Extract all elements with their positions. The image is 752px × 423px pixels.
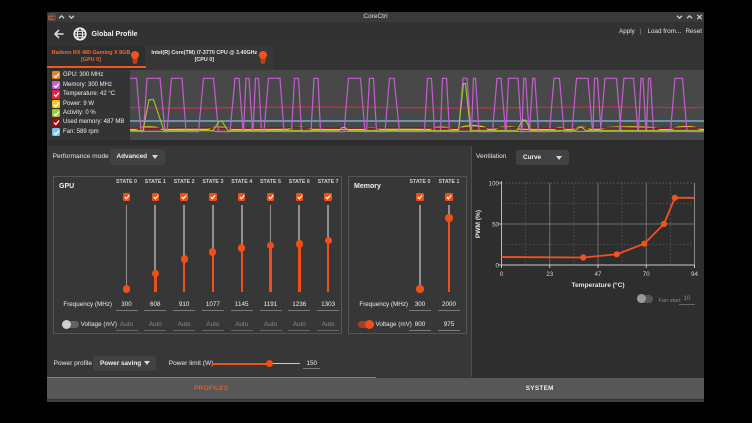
svg-text:47: 47: [594, 271, 601, 278]
svg-text:C: C: [51, 15, 56, 21]
svg-text:C: C: [48, 15, 53, 21]
svg-text:50: 50: [492, 222, 499, 229]
svg-text:Temperature (°C): Temperature (°C): [571, 281, 624, 289]
svg-text:100: 100: [488, 181, 499, 188]
svg-text:94: 94: [691, 271, 698, 278]
svg-text:0: 0: [499, 271, 503, 278]
svg-text:0: 0: [495, 263, 499, 270]
svg-text:70: 70: [642, 271, 649, 278]
svg-text:23: 23: [546, 271, 553, 278]
svg-text:PWM (%): PWM (%): [475, 210, 482, 238]
